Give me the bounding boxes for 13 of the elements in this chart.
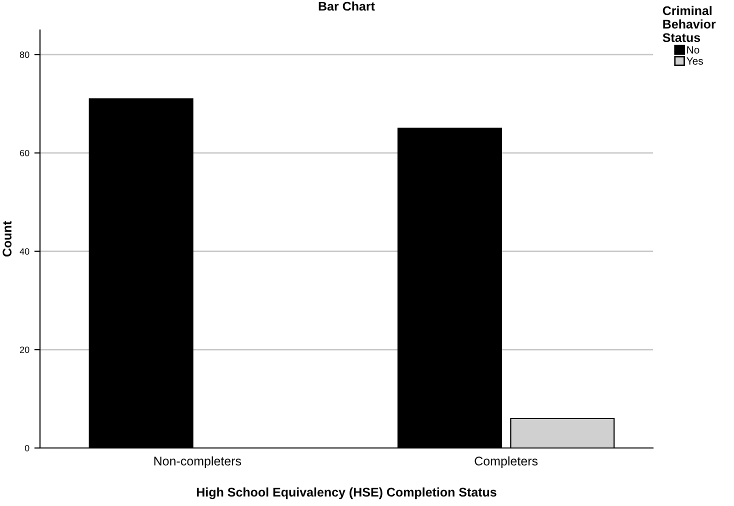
y-tick-label: 20 (20, 346, 30, 354)
y-axis-title: Count (2, 221, 12, 257)
legend-title: Criminal Behavior Status (662, 6, 716, 42)
chart-title: Bar Chart (318, 1, 375, 11)
legend-label: No (687, 46, 700, 54)
y-tick-label: 40 (20, 248, 30, 255)
x-axis-title: High School Equivalency (HSE) Completion Status (196, 487, 496, 500)
legend-label: Yes (686, 57, 703, 65)
x-tick-label: Non-completers (154, 456, 242, 468)
x-tick-label: Completers (474, 456, 538, 468)
y-tick-label: 80 (20, 52, 30, 58)
y-tick-label: 60 (20, 150, 30, 156)
y-tick-label: 0 (24, 444, 30, 452)
